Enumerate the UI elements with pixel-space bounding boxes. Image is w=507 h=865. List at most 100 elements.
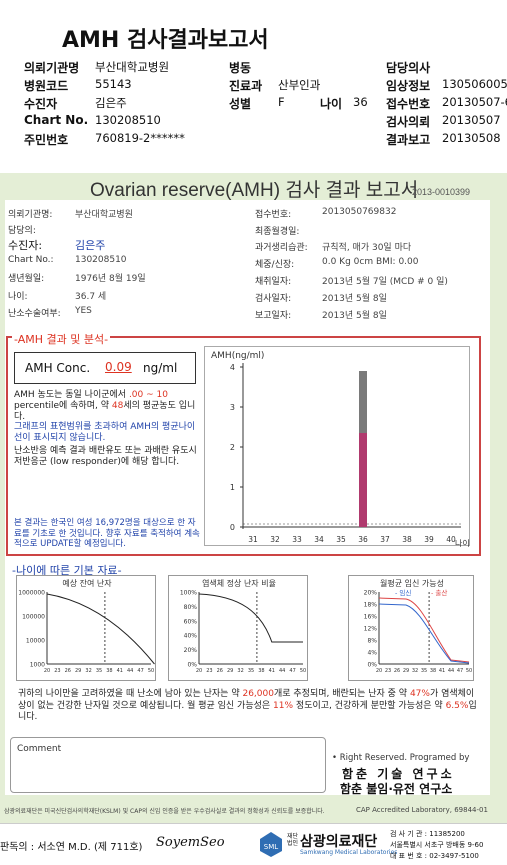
mini-xtick: 29 bbox=[403, 668, 409, 674]
x-tick-label: 39 bbox=[424, 535, 434, 544]
samkwang-logo-icon: SML bbox=[260, 832, 282, 857]
header-label: 수진자 bbox=[24, 97, 58, 111]
logo-en: Samkwang Medical Laboratories bbox=[300, 849, 398, 856]
header-value: 36 bbox=[353, 95, 368, 109]
field-label: 나이: bbox=[8, 292, 28, 302]
mini-xtick: 35 bbox=[421, 668, 427, 674]
header-label: Chart No. bbox=[24, 113, 89, 127]
summary-text: 귀하의 나이만을 고려하였을 때 난소에 남아 있는 난자는 약 26,000개… bbox=[18, 689, 477, 722]
mini-xtick: 20 bbox=[376, 668, 382, 674]
field-label: 수진자: bbox=[8, 239, 43, 252]
mini-xtick: 47 bbox=[289, 668, 295, 674]
field-label: Chart No.: bbox=[8, 255, 54, 265]
y-tick-label: 2 bbox=[230, 443, 235, 452]
org-1: 함춘 기술 연구소 bbox=[342, 767, 455, 781]
mini-ytick: 60% bbox=[184, 618, 198, 625]
svg-text:SML: SML bbox=[264, 843, 278, 851]
mini-ytick: 20% bbox=[184, 647, 198, 654]
y-tick-label: 1 bbox=[230, 483, 235, 492]
mini-xtick: 50 bbox=[300, 668, 306, 674]
header-label: 나이 bbox=[320, 97, 343, 111]
logo-small: 재단 법인 bbox=[287, 833, 299, 847]
mini-ytick: 0% bbox=[367, 662, 377, 669]
chart-ylabel: AMH(ng/ml) bbox=[211, 351, 264, 361]
header-label: 결과보고 bbox=[386, 133, 431, 147]
cap-text: CAP Accredited Laboratory, 69844-01 bbox=[356, 806, 488, 814]
mini-ytick: 20% bbox=[364, 590, 378, 597]
mini-xtick: 38 bbox=[430, 668, 436, 674]
comment-label: Comment bbox=[17, 744, 62, 754]
conc-unit: ng/ml bbox=[143, 361, 178, 375]
mini-xtick: 29 bbox=[75, 668, 81, 674]
section-amh-result: -AMH 결과 및 분석- bbox=[12, 331, 111, 347]
mini-ytick: 100000 bbox=[22, 614, 45, 621]
field-value: 201305076983​2 bbox=[322, 207, 397, 217]
x-tick-label: 37 bbox=[380, 535, 390, 544]
analysis-p4: 본 결과는 한국인 여성 16,972명을 대상으로 한 자료를 기초로 한 것… bbox=[14, 518, 200, 549]
header-value: 20130507-6 bbox=[442, 95, 507, 109]
amh-bar bbox=[359, 522, 367, 527]
mini-ytick: 1000 bbox=[30, 662, 45, 669]
field-label: 보고일자: bbox=[255, 311, 292, 321]
mini-ytick: 12% bbox=[364, 626, 378, 633]
mini-xtick: 23 bbox=[206, 668, 212, 674]
mini-title: 월평균 임신 가능성 bbox=[380, 578, 444, 588]
header-label: 성별 bbox=[229, 97, 252, 111]
field-value: 2013년 5월 7일 (MCD # 0 일) bbox=[322, 277, 448, 287]
header-label: 접수번호 bbox=[386, 97, 431, 111]
mini-xtick: 26 bbox=[217, 668, 223, 674]
info-3: 대 표 번 호 : 02-3497-5100 bbox=[390, 852, 479, 860]
document-title: AMH 검사결과보고서 bbox=[62, 28, 269, 53]
header-label: 임상정보 bbox=[386, 79, 431, 93]
mini-ytick: 40% bbox=[184, 633, 198, 640]
notice-text: 삼광의료재단은 미국신단검사의학재단(KSLM) 및 CAP의 신임 인증을 받… bbox=[4, 808, 325, 815]
mini-title: 염색체 정상 난자 비율 bbox=[202, 578, 276, 588]
mini-xtick: 38 bbox=[258, 668, 264, 674]
field-label: 과거생리습관: bbox=[255, 243, 308, 253]
comment-box: Comment bbox=[10, 737, 326, 793]
mini-xtick: 32 bbox=[412, 668, 418, 674]
analysis-p2: 그래프의 표현범위를 초과하여 AMH의 평균나이선이 표시되지 않습니다. bbox=[14, 422, 196, 443]
signature: SoyemSeo bbox=[156, 835, 225, 850]
field-label: 담당의: bbox=[8, 226, 36, 236]
mini-ytick: 4% bbox=[367, 650, 377, 657]
mini-ytick: 16% bbox=[364, 614, 378, 621]
header-label: 담당의사 bbox=[386, 61, 431, 75]
mini-title: 예상 잔여 난자 bbox=[62, 578, 112, 588]
field-value: 규칙적, 매가 30일 마다 bbox=[322, 243, 412, 253]
mini-xtick: 41 bbox=[117, 668, 123, 674]
doctor-name: 판독의 : 서소연 M.D. (제 711호) bbox=[0, 842, 143, 853]
amh-chart: AMH(ng/ml) 0 1 2 3 4 31 32 33 34 35 36 37 38 39 40 나이 bbox=[204, 346, 470, 548]
mini-xtick: 50 bbox=[466, 668, 472, 674]
mini-ytick: 80% bbox=[184, 604, 198, 611]
field-label: 난소수술여부: bbox=[8, 309, 61, 319]
header-label: 병동 bbox=[229, 61, 252, 75]
mini-xtick: 44 bbox=[127, 668, 133, 674]
mini-xtick: 38 bbox=[106, 668, 112, 674]
field-value: 1976년 8월 19일 bbox=[75, 274, 146, 284]
oocyte-curve bbox=[46, 593, 155, 665]
range-fill bbox=[359, 433, 367, 524]
mini-chart-1: 예상 잔여 난자 1000000 100000 10000 1000 20 23 26 29 32… bbox=[16, 575, 156, 681]
y-tick-label: 3 bbox=[230, 403, 235, 412]
header-label: 의뢰기관명 bbox=[24, 61, 80, 75]
mini-xtick: 29 bbox=[227, 668, 233, 674]
analysis-p3: 난소반응 예측 결과 배란유도 또는 과배란 유도시 저반응군 (low res… bbox=[14, 446, 197, 467]
info-2: 서울특별시 서초구 방배동 9-60 bbox=[390, 841, 484, 849]
mini-ytick: 8% bbox=[367, 638, 377, 645]
legend-birth: - 출산 bbox=[431, 588, 447, 597]
pregnancy-curve bbox=[378, 597, 470, 663]
field-label: 접수번호: bbox=[255, 210, 292, 220]
y-tick-label: 4 bbox=[230, 363, 235, 372]
x-tick-label: 40 bbox=[446, 535, 456, 544]
org-2: 함춘 불임·유전 연구소 bbox=[340, 782, 453, 796]
x-tick-label: 36 bbox=[358, 535, 368, 544]
mini-xtick: 47 bbox=[457, 668, 463, 674]
section-age-data: -나이에 따른 기본 자료- bbox=[12, 564, 122, 577]
header-value: 760819-2****** bbox=[95, 131, 185, 145]
report-title: Ovarian reserve(AMH) 검사 결과 보고서 bbox=[90, 180, 419, 201]
x-tick-label: 35 bbox=[336, 535, 346, 544]
mini-chart-3: 월평균 임신 가능성 20% 18% 16% 12% 8% 4% 0% 20 23 26 29 32 35… bbox=[348, 575, 474, 681]
mini-xtick: 41 bbox=[439, 668, 445, 674]
